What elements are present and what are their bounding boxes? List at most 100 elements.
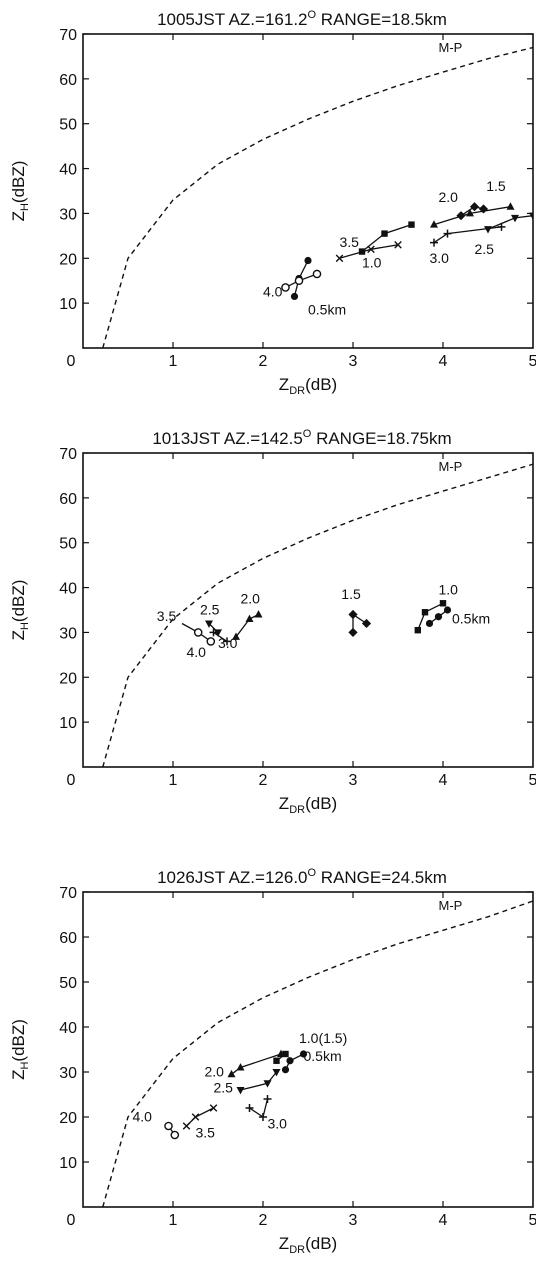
data-point [245, 614, 254, 622]
data-point [281, 283, 290, 292]
data-point [272, 1069, 281, 1077]
mp-reference-curve [102, 900, 533, 1207]
series-4.0 [281, 269, 322, 292]
series-2.5 [484, 212, 533, 234]
data-point [430, 238, 438, 247]
series-1.0 [414, 600, 447, 634]
plot-frame [82, 891, 534, 1208]
x-tick-label: 4 [439, 353, 448, 370]
height-annotation: 2.0 [439, 189, 459, 205]
y-axis-label: ZH(dBZ) [9, 161, 31, 222]
y-tick-label: 50 [59, 536, 77, 553]
series-3.5 [182, 1104, 218, 1130]
height-annotation: 4.0 [263, 283, 283, 299]
height-annotation: 2.0 [205, 1064, 225, 1080]
data-point [434, 613, 443, 621]
y-axis-label: ZH(dBZ) [9, 580, 31, 641]
series-2.0 [430, 202, 515, 228]
height-annotation: 2.5 [214, 1079, 234, 1095]
x-tick-label: 1 [169, 1212, 178, 1229]
data-point [425, 619, 434, 628]
series-2.0 [232, 610, 263, 640]
data-point [227, 1069, 236, 1078]
series-2.0 [227, 1049, 285, 1078]
series-1.0 [335, 241, 402, 263]
series-line [240, 1071, 278, 1091]
data-point [430, 220, 438, 228]
x-tick-label: 4 [439, 772, 448, 789]
data-point [209, 1104, 218, 1112]
series-0.5km [425, 606, 452, 628]
data-point [223, 637, 231, 646]
x-tick-label: 5 [529, 353, 536, 370]
data-point [209, 628, 218, 637]
data-point [236, 1087, 245, 1095]
data-point [290, 292, 299, 301]
series-1.5 [348, 609, 372, 638]
data-point [263, 1095, 272, 1103]
x-tick-label: 5 [529, 772, 536, 789]
x-tick-label: 3 [349, 772, 358, 789]
data-point [254, 610, 263, 618]
data-point [205, 620, 213, 628]
data-point [245, 1104, 254, 1112]
data-point [286, 1057, 294, 1065]
data-point [299, 1050, 308, 1058]
chart-title: 1026JST AZ.=126.0O RANGE=24.5km [157, 867, 447, 887]
x-tick-label: 5 [529, 1212, 536, 1229]
x-tick-label: 3 [349, 353, 358, 370]
mp-curve-label: M-P [439, 459, 463, 474]
mp-curve-label: M-P [439, 898, 463, 913]
panel-1: 1005JST AZ.=161.2O RANGE=18.5km102030405… [9, 9, 536, 397]
y-tick-label: 70 [59, 446, 77, 463]
data-point [294, 276, 304, 286]
y-tick-label: 10 [59, 1155, 77, 1172]
y-tick-label: 70 [59, 885, 77, 902]
panel-3: 1026JST AZ.=126.0O RANGE=24.5km102030405… [9, 867, 536, 1256]
data-point [466, 209, 474, 217]
data-point [273, 1057, 280, 1064]
data-point [529, 212, 533, 221]
x-tick-label: 2 [259, 353, 268, 370]
mp-reference-curve [102, 46, 533, 348]
x-axis-label: ZDR(dB) [279, 794, 337, 816]
x-tick-label: 3 [349, 1212, 358, 1229]
series-3.0 [245, 1095, 272, 1121]
data-point [182, 1122, 191, 1130]
series-4.0 [164, 1121, 180, 1140]
mp-reference-curve [102, 463, 533, 767]
height-annotation: 1.5 [486, 178, 506, 194]
y-tick-label: 10 [59, 715, 77, 732]
y-tick-label: 30 [59, 625, 77, 642]
height-annotation: 2.5 [200, 601, 220, 617]
y-tick-label: 20 [59, 251, 77, 268]
y-tick-label: 40 [59, 162, 77, 179]
data-point [206, 637, 216, 646]
data-point [439, 600, 447, 607]
y-tick-label: 60 [59, 930, 77, 947]
series-4.0 [193, 628, 216, 646]
x-axis-label: ZDR(dB) [279, 375, 337, 397]
data-point [497, 222, 506, 231]
x-tick-label: 2 [259, 772, 268, 789]
y-tick-label: 20 [59, 670, 77, 687]
data-point [304, 256, 312, 265]
series-line [231, 1053, 282, 1075]
data-point [170, 1130, 180, 1140]
data-point [281, 1066, 290, 1074]
x-tick-label: 2 [259, 1212, 268, 1229]
series-line [213, 631, 228, 642]
height-annotation: 2.5 [475, 241, 495, 257]
x-tick-label: 0 [67, 772, 76, 789]
data-point [358, 248, 366, 255]
x-tick-label: 1 [169, 353, 178, 370]
y-tick-label: 50 [59, 975, 77, 992]
chart-title: 1005JST AZ.=161.2O RANGE=18.5km [157, 9, 447, 29]
data-point [193, 628, 203, 637]
height-annotation: 1.5 [341, 586, 361, 602]
x-tick-label: 0 [67, 1212, 76, 1229]
panel-2: 1013JST AZ.=142.5O RANGE=18.75km10203040… [9, 428, 536, 816]
data-point [259, 1113, 267, 1121]
data-point [511, 214, 519, 223]
height-annotation: 3.0 [218, 635, 238, 651]
